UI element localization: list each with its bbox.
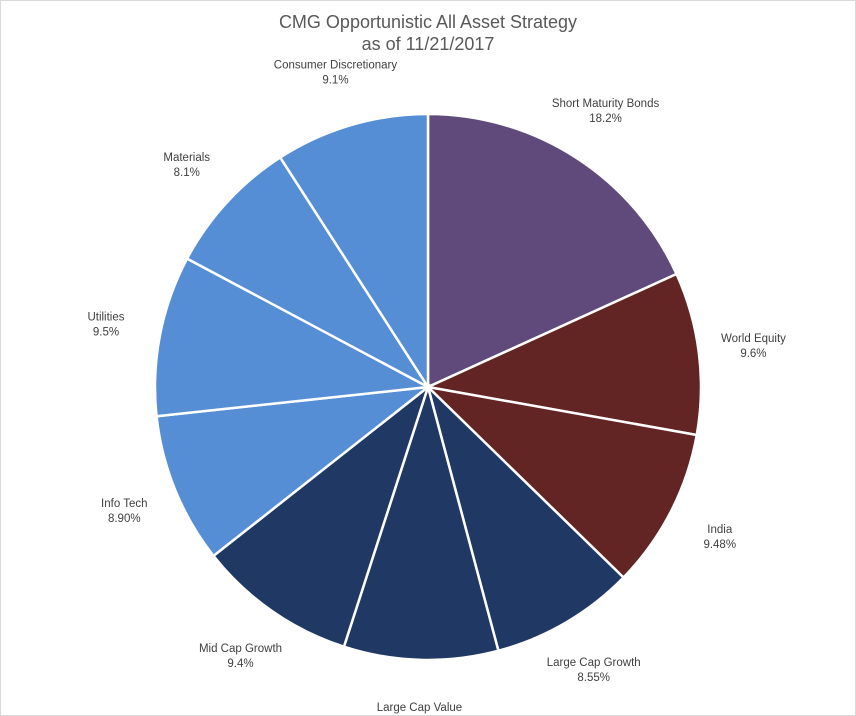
slice-label-consumer-discretionary: Consumer Discretionary 9.1% — [274, 59, 398, 86]
chart-title-block: CMG Opportunistic All Asset Strategy as … — [1, 11, 855, 55]
pie-slice-utilities — [153, 256, 433, 418]
slice-category-label: Mid Cap Growth — [199, 643, 282, 655]
slice-category-label: Short Maturity Bonds — [552, 98, 660, 110]
pie-slice-mid-cap-growth — [211, 383, 431, 649]
slice-category-label: Materials — [163, 152, 210, 164]
slice-category-label: Consumer Discretionary — [274, 59, 398, 71]
pie-slice-world-equity — [423, 272, 703, 437]
slice-value-label: 9.48% — [703, 539, 736, 551]
pie-slice-info-tech — [155, 385, 433, 558]
slice-category-label: Info Tech — [101, 498, 147, 510]
pie-slice-large-cap-growth — [425, 382, 626, 653]
slice-label-info-tech: Info Tech 8.90% — [101, 498, 147, 525]
pie-slice-large-cap-value — [342, 382, 500, 662]
slice-value-label: 9.4% — [227, 658, 253, 670]
slice-label-materials: Materials 8.1% — [163, 152, 210, 179]
pie-labels: Short Maturity Bonds 18.2% World Equity 9.6… — [87, 59, 786, 715]
slice-label-world-equity: World Equity 9.6% — [721, 333, 786, 360]
slice-value-label: 8.1% — [174, 167, 200, 179]
slice-label-large-cap-growth: Large Cap Growth 8.55% — [547, 657, 641, 684]
slice-value-label: 9.1% — [322, 74, 348, 86]
slice-category-label: World Equity — [721, 333, 786, 345]
slice-label-large-cap-value: Large Cap Value9.13% — [377, 702, 462, 715]
pie-slice-india — [424, 385, 699, 580]
chart-title: CMG Opportunistic All Asset Strategy — [278, 12, 578, 32]
slice-category-label: Large Cap Value — [377, 702, 462, 714]
slice-value-label: 9.5% — [93, 327, 119, 339]
pie-slice-short-maturity-bonds — [426, 112, 679, 389]
slice-value-label: 18.2% — [589, 113, 622, 125]
slice-label-utilities: Utilities 9.5% — [87, 312, 124, 339]
slice-value-label: 9.6% — [740, 348, 766, 360]
slice-value-label: 8.55% — [577, 672, 610, 684]
slice-label-india: India 9.48% — [703, 524, 736, 551]
slice-category-label: India — [707, 524, 733, 536]
slice-category-label: Large Cap Growth — [547, 657, 641, 669]
slice-category-label: Utilities — [87, 312, 124, 324]
pie-slice-materials — [185, 155, 432, 391]
slice-label-mid-cap-growth: Mid Cap Growth 9.4% — [199, 643, 282, 670]
slice-label-short-maturity-bonds: Short Maturity Bonds 18.2% — [552, 98, 660, 125]
slice-value-label: 8.90% — [108, 513, 141, 525]
chart-subtitle: as of 11/21/2017 — [361, 34, 495, 54]
pie-slices — [153, 112, 703, 662]
pie-slice-consumer-discretionary — [278, 112, 430, 392]
